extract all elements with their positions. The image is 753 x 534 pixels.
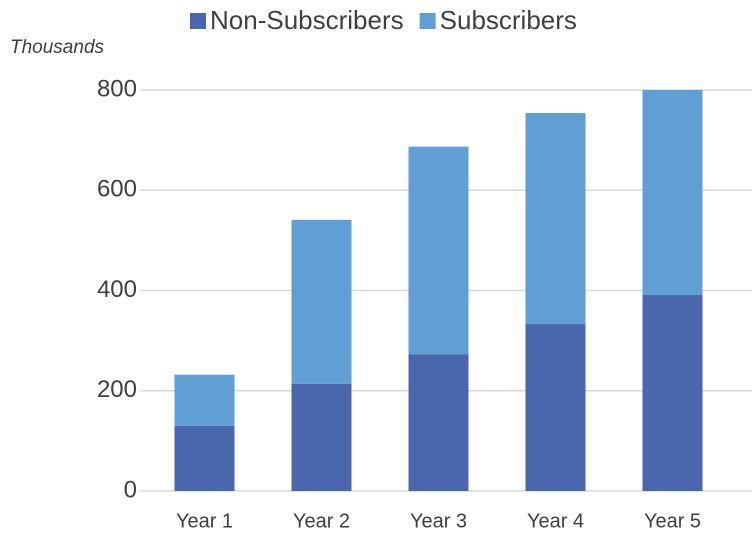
bar-segment [408, 354, 469, 491]
bar-segment [642, 295, 703, 491]
bar-segment [642, 90, 703, 296]
y-tick-label: 400 [97, 276, 137, 303]
bar-segment [408, 146, 469, 355]
bar-segment [525, 113, 586, 325]
legend-label: Subscribers [440, 5, 577, 35]
legend-label: Non-Subscribers [210, 5, 404, 35]
y-tick-label: 600 [97, 176, 137, 203]
x-tick-label: Year 2 [293, 510, 350, 532]
bar-segment [174, 374, 235, 426]
bar-segment [525, 324, 586, 491]
bar-segment [291, 383, 352, 491]
x-tick-label: Year 4 [527, 510, 584, 532]
bar-segment [174, 425, 235, 491]
legend-swatch [419, 13, 436, 29]
bar-segment [291, 219, 352, 384]
y-unit-label: Thousands [10, 37, 105, 58]
legend-swatch [190, 13, 206, 29]
y-tick-label: 200 [97, 376, 137, 403]
y-tick-label: 0 [124, 476, 137, 503]
x-tick-label: Year 3 [410, 510, 467, 532]
x-tick-label: Year 1 [176, 510, 233, 532]
x-tick-label: Year 5 [644, 510, 701, 532]
y-tick-label: 800 [97, 75, 137, 102]
